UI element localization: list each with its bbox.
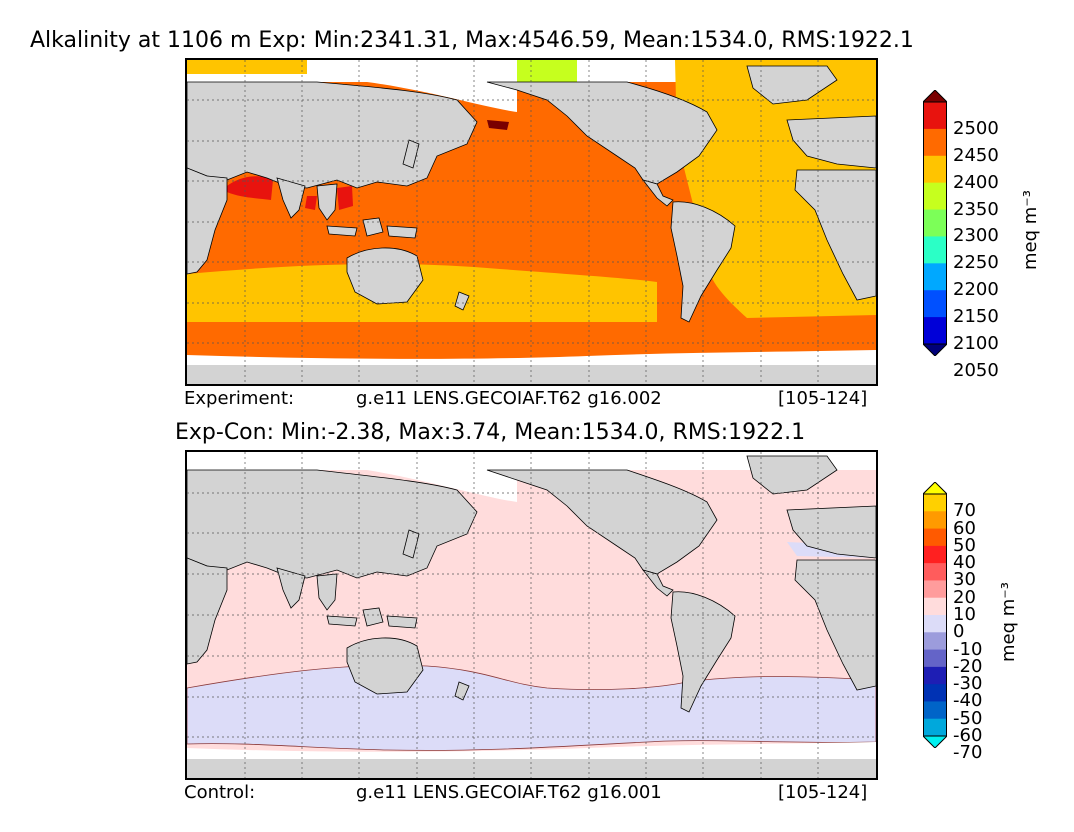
bottom-footer-label: Control: xyxy=(184,782,256,803)
top-colorbar-segment xyxy=(923,209,947,237)
bottom-colorbar xyxy=(921,481,949,749)
bottom-colorbar-tick-label: -20 xyxy=(953,655,983,677)
bottom-colorbar-unit: meq m⁻³ xyxy=(998,581,1019,662)
bottom-colorbar-svg xyxy=(921,481,949,749)
top-colorbar-tick-label: 2500 xyxy=(953,117,999,139)
top-colorbar-tick-label: 2250 xyxy=(953,252,999,274)
bottom-footer-case: g.e11 LENS.GECOIAF.T62 g16.001 xyxy=(356,782,662,803)
bottom-colorbar-segment xyxy=(923,649,947,668)
top-colorbar-svg xyxy=(921,89,949,357)
bottom-colorbar-arrow-bottom xyxy=(921,735,949,749)
bottom-colorbar-tick-label: 50 xyxy=(953,534,976,556)
top-colorbar-unit: meq m⁻³ xyxy=(1020,189,1041,270)
bottom-map-title: Exp-Con: Min:-2.38, Max:3.74, Mean:1534.… xyxy=(175,420,806,445)
bottom-colorbar-segment xyxy=(923,684,947,702)
top-colorbar-segment xyxy=(923,128,947,157)
bottom-colorbar-tick-label: 30 xyxy=(953,569,976,591)
top-colorbar-segment xyxy=(923,317,947,345)
bottom-map-svg xyxy=(187,452,876,778)
bottom-colorbar-tick-label: 70 xyxy=(953,500,976,522)
top-colorbar-segment xyxy=(923,102,947,130)
bottom-colorbar-segment xyxy=(923,701,947,720)
top-colorbar-tick-label: 2200 xyxy=(953,279,999,301)
top-colorbar-segment xyxy=(923,290,947,318)
top-colorbar-tick-label: 2050 xyxy=(953,359,999,381)
bottom-colorbar-tick-label: 0 xyxy=(953,621,965,643)
bottom-colorbar-arrow-top xyxy=(921,481,949,495)
bottom-colorbar-tick-label: -50 xyxy=(953,707,983,729)
bottom-colorbar-tick-label: -30 xyxy=(953,673,983,695)
bottom-colorbar-tick-label: -10 xyxy=(953,638,983,660)
top-colorbar-arrow-bottom xyxy=(921,343,949,357)
top-map-panel xyxy=(185,58,878,386)
bottom-colorbar-segment xyxy=(923,632,947,651)
bottom-colorbar-segment xyxy=(923,666,947,685)
top-colorbar-segment xyxy=(923,155,947,184)
top-footer-label: Experiment: xyxy=(184,388,295,409)
top-colorbar xyxy=(921,89,949,357)
bottom-colorbar-segment xyxy=(923,494,947,512)
bottom-colorbar-segment xyxy=(923,615,947,633)
bottom-colorbar-tick-label: -60 xyxy=(953,725,983,746)
top-colorbar-segment xyxy=(923,182,947,211)
bottom-colorbar-segment xyxy=(923,563,947,581)
bottom-colorbar-segment xyxy=(923,597,947,616)
top-colorbar-tick-label: 2350 xyxy=(953,198,999,220)
bottom-colorbar-tick-label: 10 xyxy=(953,604,976,625)
top-footer-years: [105-124] xyxy=(778,388,868,409)
top-colorbar-tick-label: 2300 xyxy=(953,225,999,247)
bottom-map-panel xyxy=(185,450,878,780)
top-colorbar-tick-label: 2150 xyxy=(953,306,999,328)
bottom-colorbar-segment xyxy=(923,528,947,547)
bottom-colorbar-segment xyxy=(923,545,947,564)
bottom-colorbar-tick-label: -70 xyxy=(953,742,983,764)
bottom-colorbar-tick-label: -40 xyxy=(953,690,983,712)
bottom-colorbar-segment xyxy=(923,580,947,599)
top-colorbar-tick-label: 2100 xyxy=(953,333,999,354)
bottom-footer-years: [105-124] xyxy=(778,782,868,803)
top-colorbar-tick-label: 2400 xyxy=(953,171,999,193)
top-colorbar-tick-label: 2450 xyxy=(953,144,999,166)
bottom-colorbar-segment xyxy=(923,718,947,737)
top-map-title: Alkalinity at 1106 m Exp: Min:2341.31, M… xyxy=(30,28,914,53)
bottom-colorbar-segment xyxy=(923,511,947,530)
top-colorbar-arrow-top xyxy=(921,89,949,103)
bottom-colorbar-tick-label: 40 xyxy=(953,552,976,574)
top-map-svg xyxy=(187,60,876,384)
bottom-colorbar-tick-label: 20 xyxy=(953,586,976,608)
top-colorbar-segment xyxy=(923,263,947,291)
top-footer-case: g.e11 LENS.GECOIAF.T62 g16.002 xyxy=(356,388,662,409)
bottom-colorbar-tick-label: 60 xyxy=(953,517,976,539)
top-colorbar-segment xyxy=(923,236,947,264)
